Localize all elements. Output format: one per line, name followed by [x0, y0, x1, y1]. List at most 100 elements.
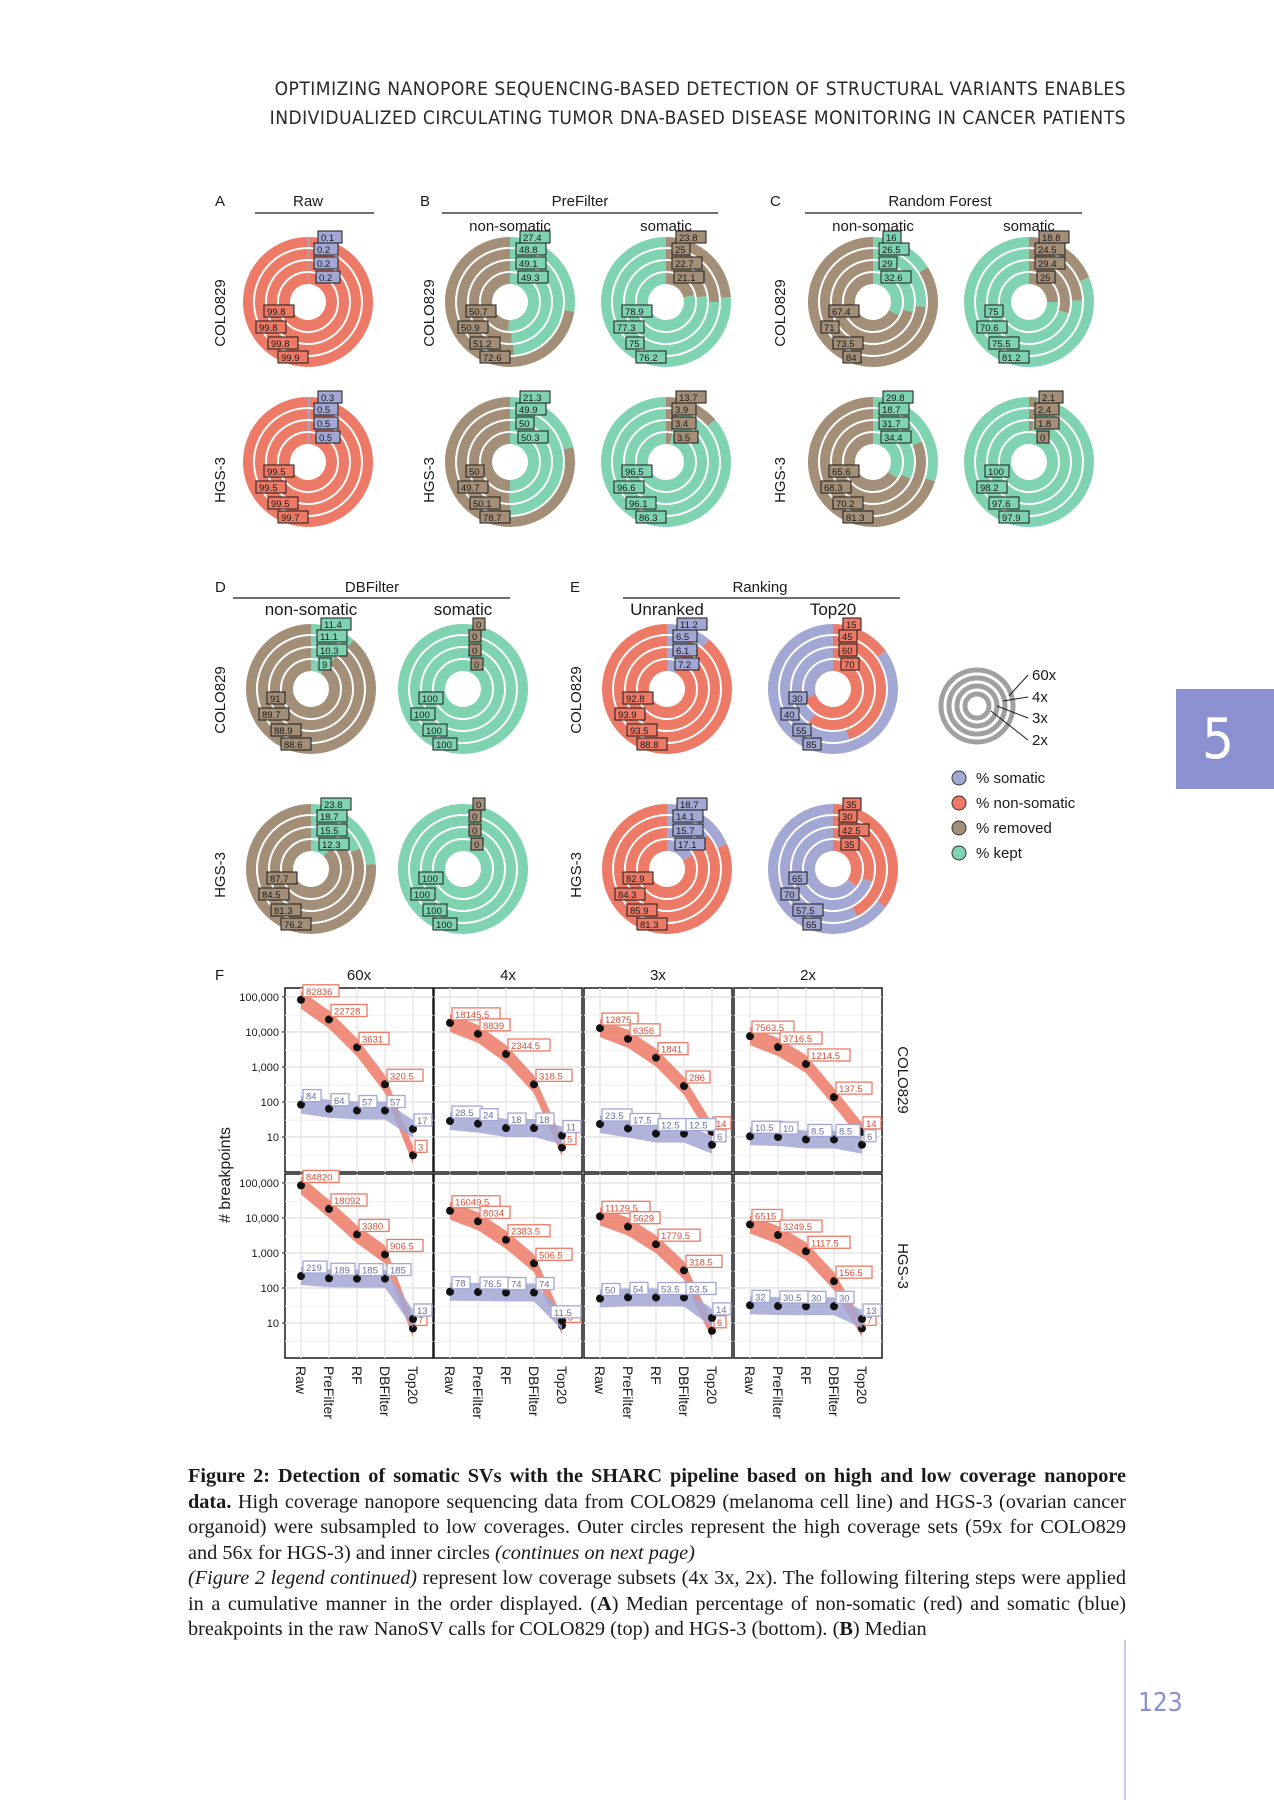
donut-segment-nonsomatic — [833, 839, 864, 887]
group-label: Top20 — [810, 600, 856, 619]
data-point-nonsomatic — [381, 1080, 389, 1089]
series-ribbon-nonsomatic — [600, 1207, 712, 1340]
value-label-box — [878, 402, 910, 416]
value-label: 29.4 — [1038, 259, 1057, 270]
donut-ring-edge — [277, 431, 339, 493]
data-point-somatic — [858, 1314, 866, 1323]
value-label: 100 — [436, 920, 452, 931]
data-point-somatic — [802, 1302, 810, 1311]
data-label: 12875 — [605, 1015, 631, 1026]
data-point-nonsomatic — [353, 1043, 361, 1052]
value-label-box — [976, 480, 1008, 494]
value-label: 0 — [476, 620, 481, 631]
value-label: 0 — [1040, 433, 1045, 444]
data-label: 8.5 — [839, 1126, 852, 1137]
value-label-box — [515, 256, 547, 270]
data-point-somatic — [624, 1124, 632, 1133]
data-label: 11129.5 — [605, 1203, 638, 1214]
panel-letter-E: E — [570, 579, 580, 596]
value-label-box — [422, 903, 448, 917]
value-label-box — [479, 510, 511, 524]
value-label-box — [626, 723, 658, 737]
data-label-box — [330, 1093, 350, 1107]
data-point-somatic — [652, 1129, 660, 1138]
value-label: 3.9 — [675, 405, 688, 416]
value-label: 23.8 — [679, 233, 698, 244]
data-point-somatic — [297, 1272, 305, 1281]
value-label-box — [636, 917, 668, 931]
data-label: 50 — [605, 1286, 616, 1297]
value-label: 3.4 — [675, 419, 688, 430]
data-label: 82836 — [306, 987, 332, 998]
donut-ring-edge — [396, 622, 530, 756]
value-label: 57.5 — [796, 906, 815, 917]
value-label: 81.3 — [846, 513, 865, 524]
data-label-box — [386, 1238, 424, 1253]
data-label: 16049.5 — [455, 1198, 489, 1209]
data-point-nonsomatic — [680, 1266, 688, 1275]
data-label: 74 — [511, 1280, 522, 1291]
panel-letter-D: D — [215, 579, 226, 596]
legend: 60x 4x 3x 2x % somatic % non-somatic % removed… — [938, 667, 1076, 862]
data-label: 10 — [783, 1124, 794, 1135]
donut-C-ns-hgs: 29.818.7 31.7 34.4 65.6 68.3 70.2 81.3 — [806, 390, 940, 529]
data-point-somatic — [624, 1293, 632, 1302]
data-label-box — [713, 1315, 727, 1329]
donut-ring-edge — [265, 419, 351, 505]
data-point-nonsomatic — [624, 1034, 632, 1043]
value-label-box — [479, 350, 511, 364]
x-tick-label: Raw — [293, 1366, 309, 1395]
value-label: 91 — [270, 694, 281, 705]
donut-segment-nonsomatic — [804, 659, 864, 719]
facet-column-label: 60x — [347, 967, 372, 984]
value-label-box — [838, 823, 870, 837]
value-label-box — [465, 464, 485, 478]
value-label-box — [614, 887, 646, 901]
data-label: 14 — [716, 1119, 727, 1130]
value-label: 50.1 — [473, 499, 492, 510]
value-label-box — [625, 336, 645, 350]
value-label: 50 — [519, 419, 530, 430]
value-label: 0 — [474, 660, 479, 671]
donut-ring-edge — [778, 634, 888, 744]
value-label: 15.5 — [320, 826, 339, 837]
legend-ring — [962, 691, 992, 721]
data-label: 64 — [334, 1096, 345, 1107]
data-label: 14 — [716, 1305, 727, 1316]
legend-swatch — [951, 795, 967, 811]
value-label-box — [313, 242, 339, 256]
data-label: 30 — [811, 1293, 822, 1304]
data-point-somatic — [381, 1274, 389, 1283]
data-label: 5629 — [633, 1214, 654, 1225]
row-label: COLO829 — [212, 279, 229, 347]
data-point-nonsomatic — [802, 1060, 810, 1069]
data-label-box — [479, 1018, 511, 1032]
x-tick-label: Raw — [742, 1366, 758, 1395]
value-label-box — [313, 402, 339, 416]
value-label-box — [315, 430, 341, 444]
value-label: 50.3 — [521, 433, 540, 444]
series-ribbon-nonsomatic — [450, 1013, 562, 1157]
value-label: 71 — [824, 323, 835, 334]
donut-ring-edge — [806, 395, 940, 529]
value-label: 0.2 — [317, 245, 330, 256]
legend-ring — [946, 675, 1008, 737]
value-label-box — [878, 242, 910, 256]
data-label-box — [451, 1276, 471, 1290]
value-label: 35 — [844, 840, 855, 851]
donut-ring-edge — [830, 419, 916, 505]
page-margin-rule — [1124, 1640, 1126, 1800]
donut-segment-somatic — [308, 260, 309, 273]
data-label: 53.5 — [689, 1284, 708, 1295]
value-label: 11.2 — [680, 620, 698, 631]
data-label-box — [751, 1289, 771, 1303]
data-point-nonsomatic — [746, 1220, 754, 1229]
group-label: non-somatic — [832, 218, 914, 235]
value-label-box — [255, 320, 287, 334]
donut-segment-kept — [510, 248, 564, 356]
data-label: 8839 — [483, 1021, 504, 1032]
data-label-box — [507, 1224, 551, 1238]
